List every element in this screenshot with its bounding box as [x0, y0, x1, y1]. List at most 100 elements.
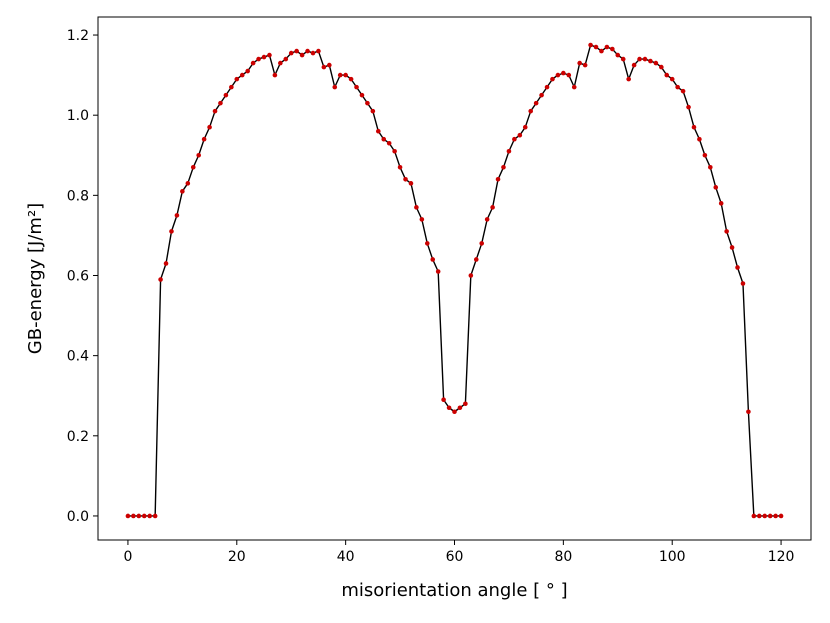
data-point: [283, 56, 289, 62]
data-point: [566, 72, 572, 78]
data-point: [419, 217, 425, 222]
data-point: [381, 136, 387, 142]
data-point: [327, 62, 332, 68]
data-point: [501, 164, 506, 170]
data-point: [163, 261, 169, 266]
data-point: [441, 397, 446, 403]
x-tick-label: 0: [123, 549, 132, 565]
data-point: [724, 229, 729, 234]
data-point: [136, 513, 142, 519]
data-point: [637, 56, 642, 62]
data-point: [697, 136, 702, 142]
y-tick-label: 0.0: [67, 509, 89, 525]
data-point: [316, 48, 321, 54]
data-point: [288, 50, 294, 56]
data-point: [430, 257, 436, 262]
data-point: [201, 136, 207, 142]
data-point: [588, 42, 593, 48]
data-point: [610, 46, 615, 52]
data-point: [386, 140, 392, 146]
data-point: [452, 409, 457, 415]
data-point: [218, 100, 223, 106]
data-point: [604, 44, 610, 50]
data-point: [615, 52, 621, 58]
data-point: [708, 164, 713, 170]
data-point: [245, 68, 250, 74]
data-point: [185, 181, 191, 186]
data-point: [533, 100, 539, 106]
data-point: [207, 124, 212, 130]
data-point: [392, 148, 397, 154]
data-point: [702, 152, 708, 158]
data-point: [473, 257, 479, 262]
data-point: [773, 513, 778, 519]
y-tick-label: 0.6: [67, 268, 89, 284]
data-point: [686, 104, 691, 110]
data-point: [539, 92, 544, 98]
data-point: [479, 241, 485, 246]
data-point: [376, 128, 381, 134]
x-tick-label: 80: [554, 549, 572, 565]
data-point: [664, 72, 670, 78]
y-tick-label: 0.4: [67, 349, 89, 365]
data-point: [577, 60, 582, 66]
x-tick-label: 40: [337, 549, 355, 565]
data-point: [495, 177, 501, 182]
data-point: [125, 513, 131, 519]
data-point: [593, 44, 599, 50]
data-point: [397, 164, 403, 170]
data-point: [778, 513, 784, 519]
x-axis-title: misorientation angle [ ° ]: [341, 580, 567, 601]
data-point: [131, 513, 136, 519]
data-point: [152, 513, 158, 519]
data-point: [582, 62, 588, 68]
data-point: [190, 164, 196, 170]
data-point: [234, 76, 240, 82]
x-tick-label: 60: [446, 549, 464, 565]
y-tick-label: 0.8: [67, 188, 89, 204]
data-point: [332, 84, 338, 90]
data-point: [414, 205, 419, 210]
data-point: [229, 84, 234, 90]
data-point: [299, 52, 305, 58]
data-point: [571, 84, 577, 90]
data-point: [463, 401, 468, 407]
data-point: [174, 213, 180, 218]
data-point: [321, 64, 327, 70]
data-point: [659, 64, 664, 70]
data-point: [506, 148, 512, 154]
data-point: [642, 56, 648, 62]
x-tick-label: 120: [768, 549, 795, 565]
y-axis-title: GB-energy [J/m²]: [25, 203, 46, 354]
data-point: [272, 72, 278, 78]
data-point: [348, 76, 354, 82]
data-point: [729, 245, 735, 250]
data-point: [631, 62, 637, 68]
data-point: [544, 84, 550, 90]
data-point: [141, 513, 147, 519]
data-point: [305, 48, 310, 54]
data-point: [490, 205, 495, 210]
data-point: [620, 56, 626, 62]
data-point: [457, 405, 463, 411]
x-tick-label: 100: [659, 549, 686, 565]
y-axis: 0.0 0.2 0.4 0.6 0.8 1.0 1.2: [67, 28, 98, 525]
data-point: [746, 409, 751, 415]
data-point: [718, 201, 724, 206]
data-point: [675, 84, 680, 90]
data-point: [446, 405, 452, 411]
data-point: [468, 273, 474, 278]
data-point: [740, 281, 746, 286]
data-point: [599, 48, 604, 54]
data-point: [653, 60, 659, 66]
data-point: [435, 269, 441, 274]
data-point: [212, 108, 218, 114]
data-point: [512, 136, 517, 142]
y-tick-label: 0.2: [67, 429, 89, 445]
y-tick-label: 1.2: [67, 28, 89, 44]
data-point: [256, 56, 261, 62]
data-point: [180, 189, 185, 194]
data-point: [267, 52, 272, 58]
data-point: [365, 100, 370, 106]
